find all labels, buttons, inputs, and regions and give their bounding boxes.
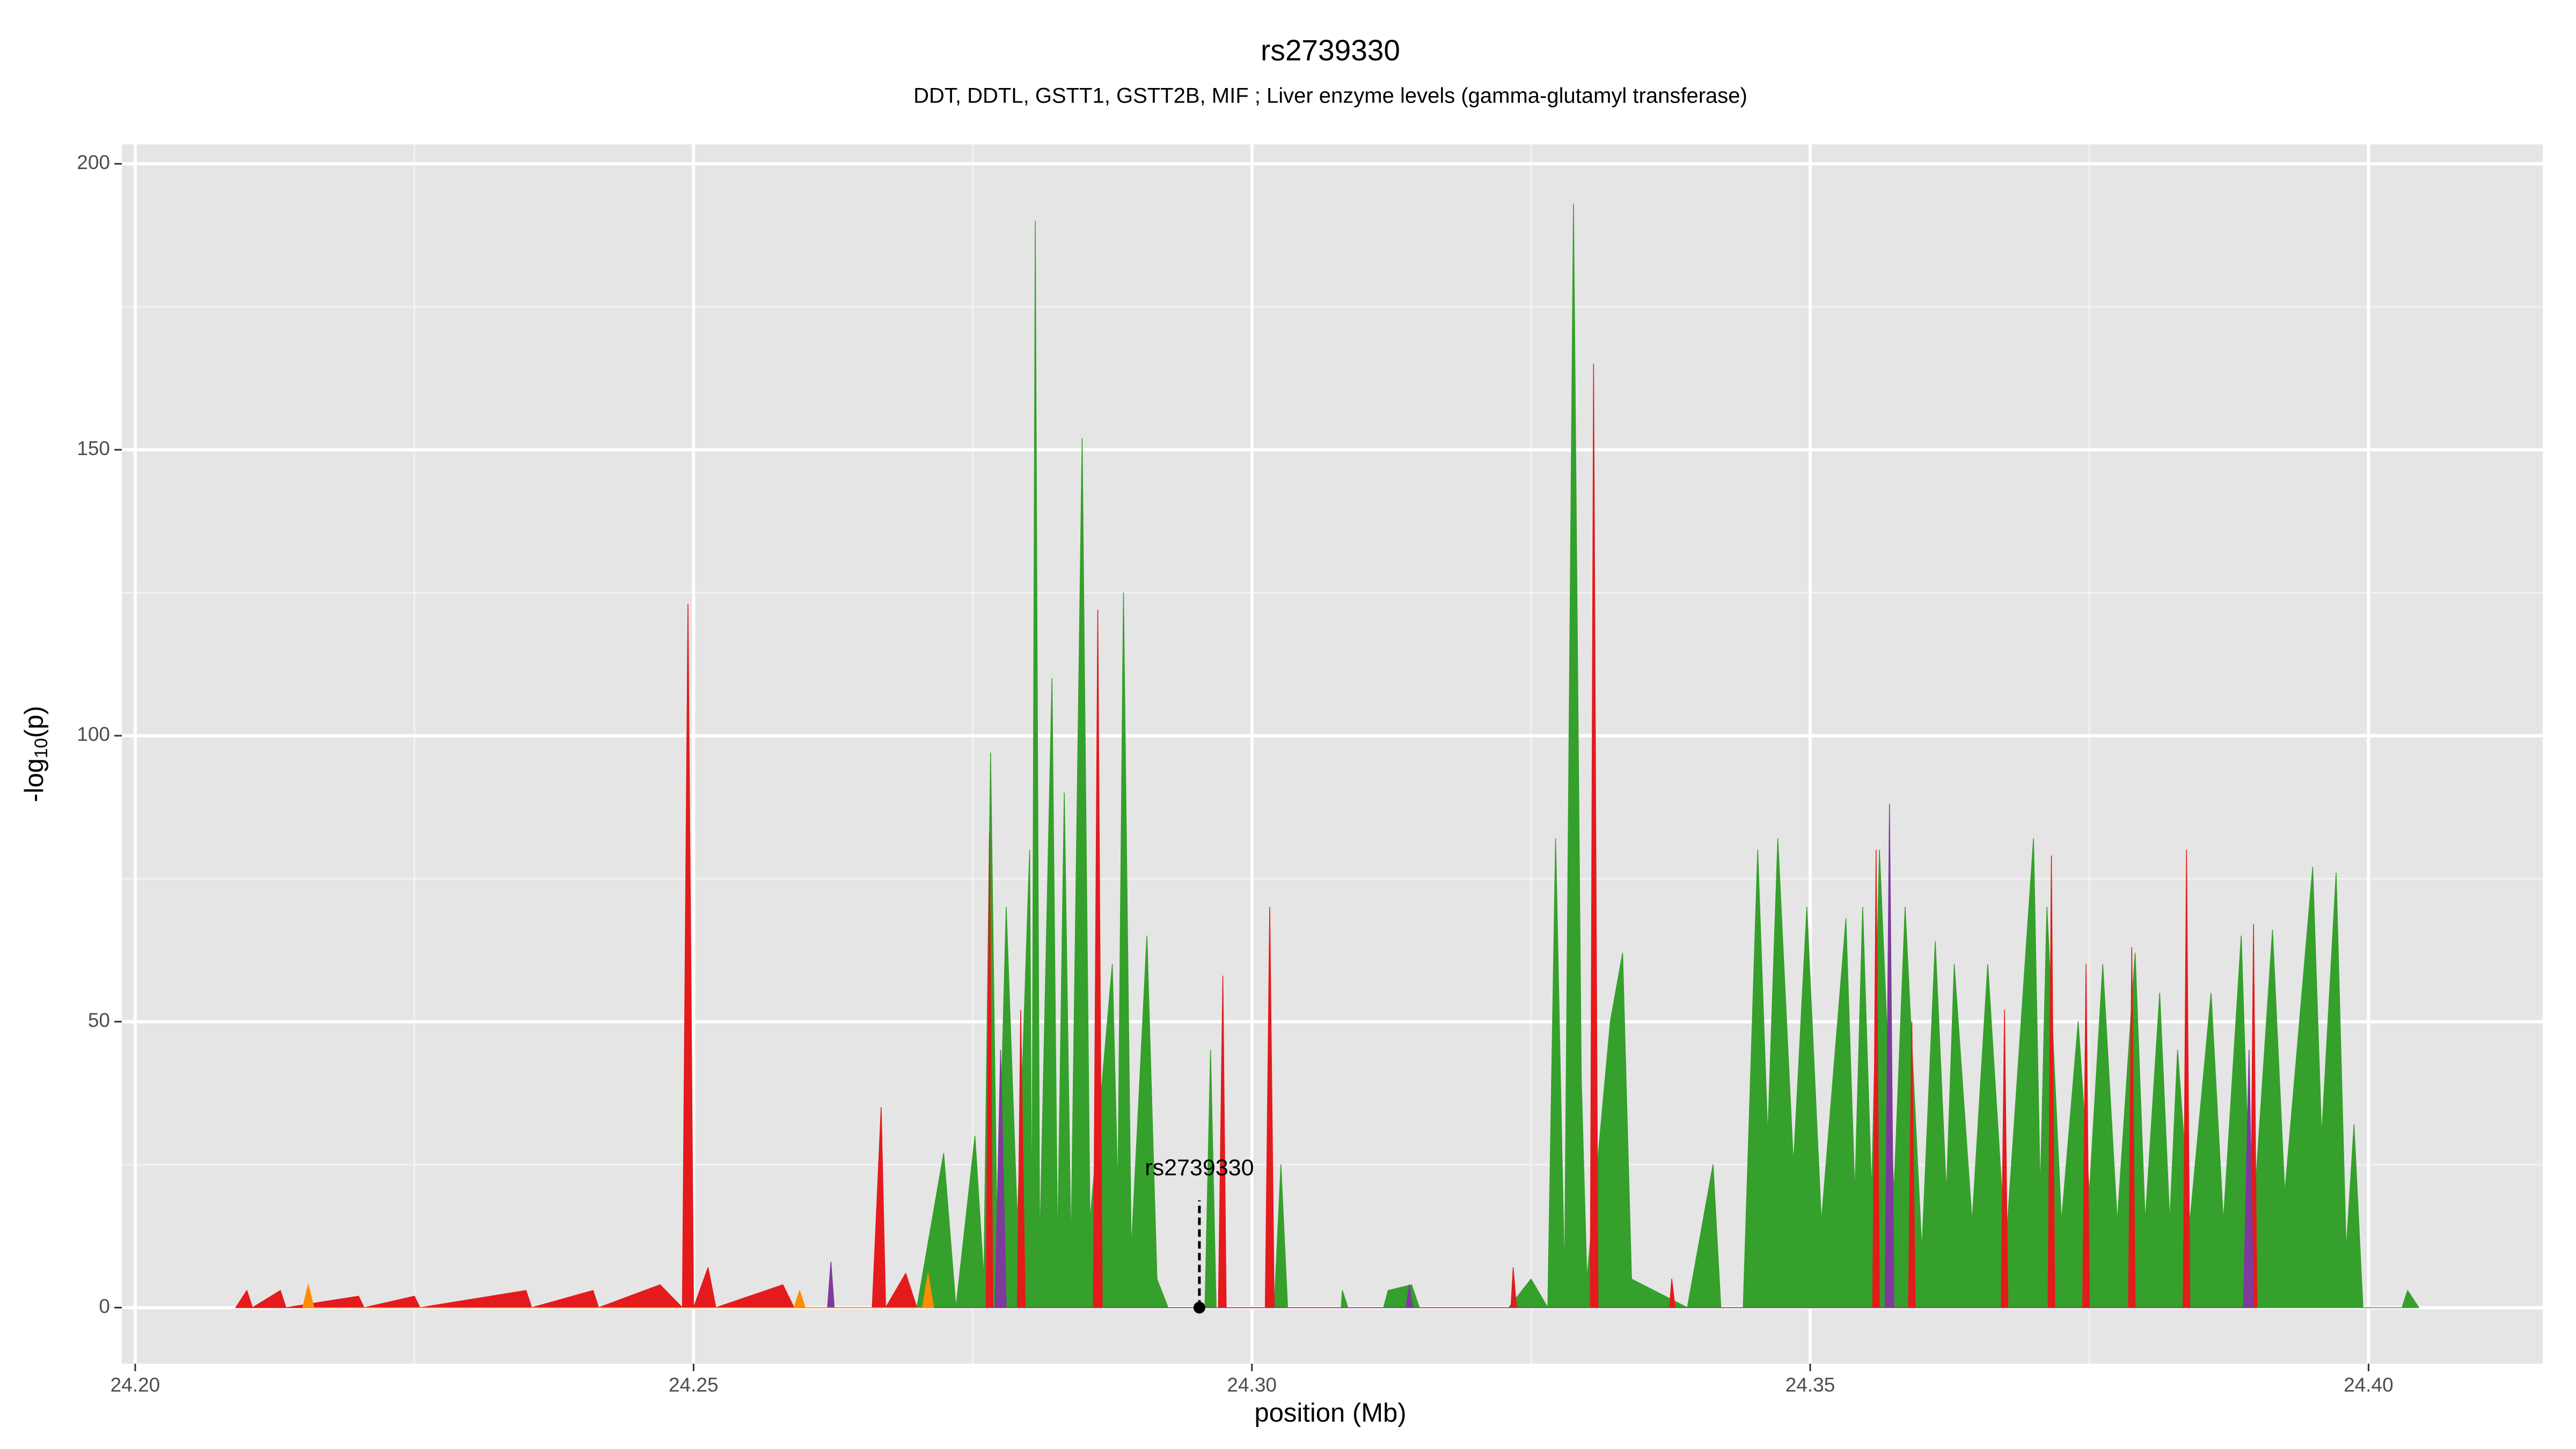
x-tick-label: 24.25	[669, 1374, 719, 1396]
x-tick-label: 24.35	[1785, 1374, 1835, 1396]
chart-subtitle: DDT, DDTL, GSTT1, GSTT2B, MIF ; Liver en…	[913, 84, 1747, 108]
chart-title: rs2739330	[1261, 34, 1400, 67]
x-axis-label: position (Mb)	[1254, 1399, 1406, 1428]
y-label-sub: 10	[31, 738, 52, 758]
y-label-suffix: (p)	[20, 706, 49, 738]
x-tick-label: 24.40	[2344, 1374, 2394, 1396]
y-tick-label: 150	[77, 437, 110, 459]
area	[302, 1272, 934, 1308]
y-label-prefix: -log	[20, 758, 49, 802]
area	[916, 203, 2419, 1308]
annotation-label: rs2739330	[1145, 1155, 1254, 1181]
x-tick-label: 24.20	[111, 1374, 160, 1396]
x-tick-label: 24.30	[1227, 1374, 1277, 1396]
y-axis-label: -log10(p)	[20, 706, 52, 802]
annotation-point	[1193, 1301, 1205, 1314]
y-tick-label: 200	[77, 151, 110, 173]
y-tick-label: 50	[88, 1009, 110, 1031]
y-tick-label: 100	[77, 723, 110, 745]
y-tick-label: 0	[99, 1295, 110, 1317]
